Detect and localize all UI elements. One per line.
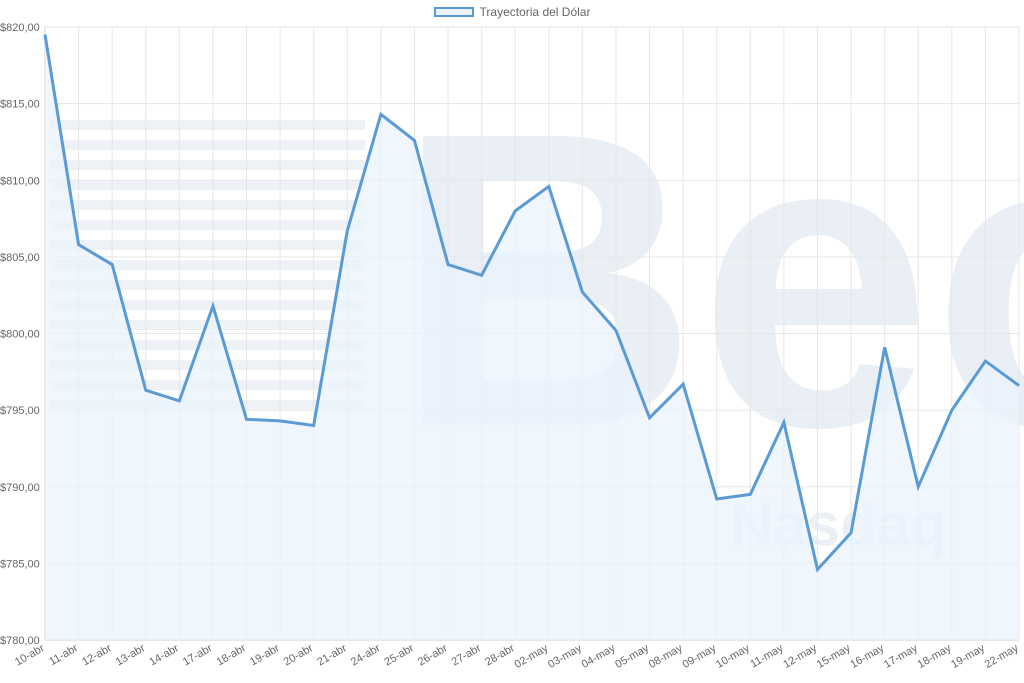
x-tick-label: 03-may: [546, 642, 584, 671]
data-point[interactable]: [378, 111, 384, 117]
data-point[interactable]: [1016, 383, 1022, 389]
data-point[interactable]: [546, 183, 552, 189]
y-tick-label: $800,00: [0, 329, 40, 341]
x-tick-label: 04-may: [580, 642, 618, 671]
legend-label: Trayectoria del Dólar: [479, 5, 591, 19]
data-point[interactable]: [445, 262, 451, 268]
series-line: [43, 34, 1020, 573]
x-tick-label: 21-abr: [315, 642, 349, 668]
data-point[interactable]: [143, 387, 149, 393]
watermark-stripe: [50, 200, 365, 210]
series-area: [45, 34, 1019, 641]
x-tick-label: 10-may: [714, 642, 752, 671]
data-point[interactable]: [680, 381, 686, 387]
x-axis: 10-abr 11-abr 12-abr 13-abr 14-abr 17-abr 18-a…: [13, 642, 1021, 671]
watermark-stripe: [50, 300, 365, 310]
x-tick-label: 14-abr: [147, 642, 181, 668]
watermark-stripe: [50, 160, 365, 170]
data-point[interactable]: [109, 262, 115, 268]
y-tick-label: $785,00: [0, 558, 40, 570]
data-point[interactable]: [42, 32, 48, 38]
watermark-stripe: [50, 260, 365, 270]
data-point[interactable]: [781, 419, 787, 425]
x-tick-label: 12-abr: [80, 642, 114, 668]
data-point[interactable]: [411, 137, 417, 143]
x-tick-label: 17-may: [882, 642, 920, 671]
area-fill: [45, 34, 1019, 641]
watermark-stripe: [50, 120, 365, 130]
x-tick-label: 25-abr: [382, 642, 416, 668]
data-point[interactable]: [949, 407, 955, 413]
x-tick-label: 19-abr: [248, 642, 282, 668]
x-tick-label: 15-may: [815, 642, 853, 671]
x-tick-label: 18-abr: [214, 642, 248, 668]
x-tick-label: 27-abr: [450, 642, 484, 668]
data-point[interactable]: [512, 208, 518, 214]
data-point[interactable]: [714, 496, 720, 502]
x-tick-label: 19-may: [949, 642, 987, 671]
y-tick-label: $790,00: [0, 482, 40, 494]
x-tick-label: 11-may: [748, 642, 785, 671]
legend-swatch-icon: [433, 7, 474, 17]
watermark-stripe: [50, 280, 365, 290]
watermark-stripe: [50, 140, 365, 150]
y-tick-label: $820,00: [0, 22, 40, 34]
x-tick-label: 09-may: [680, 642, 718, 671]
x-tick-label: 05-may: [613, 642, 651, 671]
data-point[interactable]: [882, 344, 888, 350]
x-tick-label: 08-may: [647, 642, 685, 671]
x-tick-label: 24-abr: [349, 642, 383, 668]
data-point[interactable]: [579, 289, 585, 295]
x-tick-label: 02-may: [513, 642, 551, 671]
legend: Trayectoria del Dólar: [0, 5, 1024, 20]
x-tick-label: 28-abr: [483, 642, 517, 668]
x-tick-label: 13-abr: [114, 642, 148, 668]
data-point[interactable]: [176, 398, 182, 404]
data-point[interactable]: [210, 303, 216, 309]
data-point[interactable]: [814, 567, 820, 573]
data-point[interactable]: [647, 415, 653, 421]
data-point[interactable]: [613, 327, 619, 333]
x-tick-label: 11-abr: [47, 642, 80, 668]
x-tick-label: 18-may: [916, 642, 954, 671]
data-point[interactable]: [311, 422, 317, 428]
x-tick-label: 26-abr: [416, 642, 450, 668]
y-tick-label: $780,00: [0, 635, 40, 647]
data-point[interactable]: [747, 491, 753, 497]
data-point[interactable]: [76, 242, 82, 248]
watermark-stripe: [50, 180, 365, 190]
y-axis: $780,00 $785,00 $790,00 $795,00 $800,00 $805,…: [0, 22, 40, 647]
data-point[interactable]: [277, 418, 283, 424]
data-point[interactable]: [915, 484, 921, 490]
y-tick-label: $795,00: [0, 405, 40, 417]
data-point[interactable]: [344, 228, 350, 234]
x-tick-label: 17-abr: [181, 642, 215, 668]
legend-item[interactable]: Trayectoria del Dólar: [433, 5, 591, 19]
series-line-layer: [42, 32, 1022, 573]
watermark-stripe: [50, 220, 365, 230]
x-tick-label: 12-may: [781, 642, 819, 671]
x-tick-label: 22-may: [983, 642, 1021, 671]
watermark-stripe: [50, 240, 365, 250]
y-tick-label: $815,00: [0, 99, 40, 111]
data-point[interactable]: [479, 272, 485, 278]
y-tick-label: $805,00: [0, 252, 40, 264]
data-point[interactable]: [244, 416, 250, 422]
x-tick-label: 20-abr: [282, 642, 316, 668]
y-tick-label: $810,00: [0, 175, 40, 187]
x-tick-label: 16-may: [848, 642, 886, 671]
data-point[interactable]: [848, 530, 854, 536]
data-point[interactable]: [982, 358, 988, 364]
